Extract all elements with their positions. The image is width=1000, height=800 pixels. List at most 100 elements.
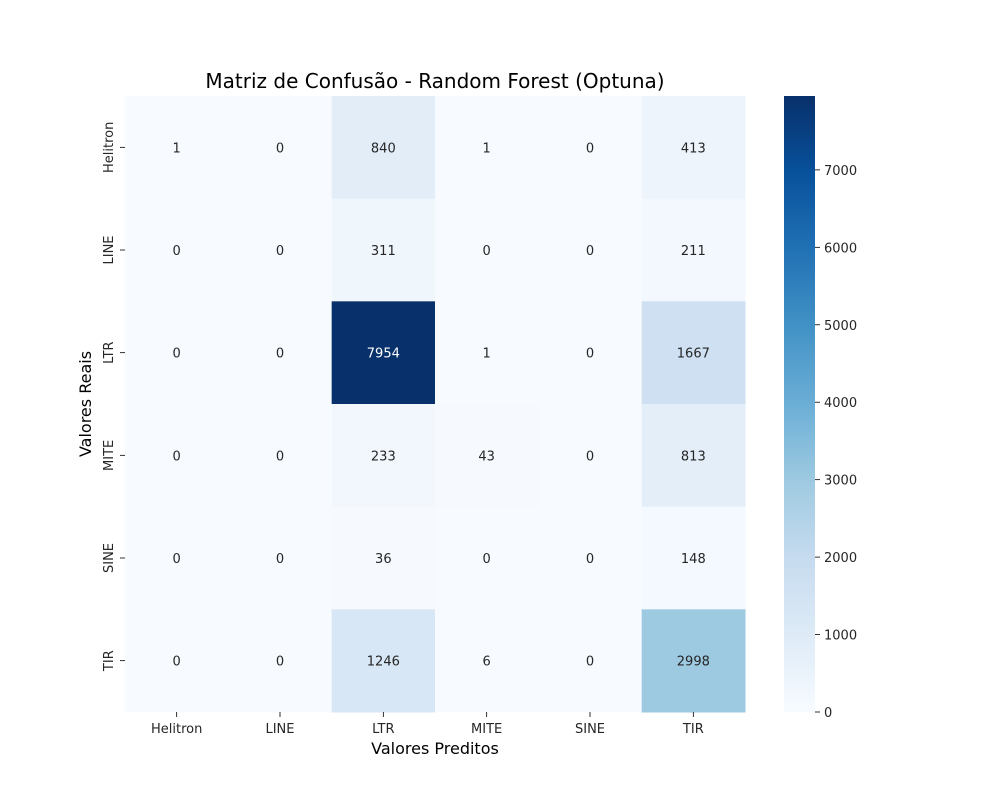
cell-value-label: 0 — [276, 449, 284, 464]
heatmap-cell — [125, 404, 229, 508]
heatmap-cell — [538, 506, 643, 610]
y-tick-label: TIR — [102, 650, 117, 672]
x-tick-label: LINE — [265, 722, 294, 737]
heatmap-cell — [125, 506, 229, 610]
y-axis-ticks: Helitron LINE LTR MITE SINE TIR — [102, 122, 125, 672]
cell-value-label: 0 — [586, 244, 594, 259]
cell-value-label: 840 — [371, 141, 396, 156]
cell-value-label: 0 — [586, 141, 594, 156]
heatmap-cell — [125, 198, 229, 302]
heatmap-cell — [538, 404, 643, 508]
cell-value-label: 1 — [483, 347, 491, 362]
heatmap-cell — [331, 96, 436, 200]
heatmap-cell — [228, 609, 333, 713]
cell-value-label: 211 — [681, 244, 706, 259]
heatmap-cell — [435, 506, 539, 610]
cell-value-label: 0 — [173, 552, 181, 567]
cell-value-label: 7954 — [367, 347, 400, 362]
cell-value-label: 0 — [173, 347, 181, 362]
cell-value-label: 1667 — [677, 347, 710, 362]
cell-value-label: 0 — [173, 449, 181, 464]
heatmap-cell — [435, 198, 539, 302]
colorbar-tick-label: 0 — [824, 706, 832, 721]
cell-value-label: 413 — [681, 141, 706, 156]
cell-value-label: 6 — [483, 655, 491, 670]
cell-value-label: 233 — [371, 449, 396, 464]
heatmap-cell — [331, 198, 436, 302]
cell-value-label: 0 — [276, 244, 284, 259]
colorbar-ticks: 0 1000 2000 3000 4000 5000 6000 7000 — [815, 164, 857, 721]
x-tick-label: SINE — [575, 722, 605, 737]
colorbar-tick-label: 2000 — [824, 551, 857, 566]
heatmap-cell — [641, 506, 746, 610]
heatmap-cell — [435, 404, 539, 508]
heatmap-cell — [228, 404, 333, 508]
heatmap-cell — [331, 404, 436, 508]
colorbar-tick-label: 3000 — [824, 474, 857, 489]
cell-value-label: 0 — [276, 347, 284, 362]
cell-value-label: 0 — [173, 244, 181, 259]
y-tick-label: Helitron — [102, 122, 117, 173]
heatmap-cell — [641, 96, 746, 200]
cell-value-label: 0 — [276, 141, 284, 156]
cell-value-label: 2998 — [677, 655, 710, 670]
cell-value-label: 0 — [586, 347, 594, 362]
x-tick-label: Helitron — [151, 722, 202, 737]
heatmap-cell — [538, 609, 643, 713]
y-axis-label: Valores Reais — [76, 351, 95, 457]
heatmap-cell — [228, 506, 333, 610]
y-tick-label: LINE — [102, 235, 117, 264]
heatmap-cell — [125, 609, 229, 713]
heatmap-cell — [641, 198, 746, 302]
y-tick-label: MITE — [102, 440, 117, 471]
cell-value-label: 0 — [483, 552, 491, 567]
cell-value-label: 36 — [375, 552, 392, 567]
cell-value-label: 0 — [586, 655, 594, 670]
cell-value-label: 311 — [371, 244, 396, 259]
cell-value-label: 148 — [681, 552, 706, 567]
x-tick-label: TIR — [682, 722, 704, 737]
x-tick-label: LTR — [372, 722, 394, 737]
cell-value-label: 1246 — [367, 655, 400, 670]
heatmap-cells — [125, 96, 746, 713]
heatmap-cell — [538, 96, 643, 200]
heatmap-cell — [641, 609, 746, 713]
colorbar-tick-label: 5000 — [824, 319, 857, 334]
heatmap-cell — [125, 301, 229, 405]
colorbar-tick-label: 6000 — [824, 241, 857, 256]
heatmap-cell — [331, 506, 436, 610]
colorbar — [784, 96, 815, 712]
x-tick-label: MITE — [471, 722, 502, 737]
cell-value-label: 0 — [276, 552, 284, 567]
cell-value-label: 813 — [681, 449, 706, 464]
x-axis-ticks: Helitron LINE LTR MITE SINE TIR — [151, 712, 704, 737]
cell-value-label: 43 — [478, 449, 495, 464]
heatmap-cell — [435, 301, 539, 405]
heatmap-cell — [331, 301, 436, 405]
heatmap-cell — [641, 404, 746, 508]
cell-value-label: 1 — [173, 141, 181, 156]
cell-value-label: 0 — [586, 552, 594, 567]
cell-value-label: 0 — [276, 655, 284, 670]
cell-value-label: 0 — [173, 655, 181, 670]
heatmap-cell — [435, 96, 539, 200]
heatmap-cell — [228, 301, 333, 405]
colorbar-tick-label: 4000 — [824, 396, 857, 411]
cell-value-label: 0 — [483, 244, 491, 259]
heatmap-cell — [538, 301, 643, 405]
chart-title: Matriz de Confusão - Random Forest (Optu… — [205, 69, 664, 93]
heatmap-cell — [331, 609, 436, 713]
heatmap-cell-labels: 1 0 840 1 0 413 0 0 311 0 0 211 0 0 7954 1 0 1667 0 0 233 43 0… — [173, 141, 710, 669]
x-axis-label: Valores Preditos — [371, 739, 499, 758]
y-tick-label: SINE — [102, 543, 117, 573]
cell-value-label: 0 — [586, 449, 594, 464]
heatmap-cell — [538, 198, 643, 302]
heatmap-cell — [228, 198, 333, 302]
heatmap-cell — [125, 96, 229, 200]
heatmap-cell — [228, 96, 333, 200]
cell-value-label: 1 — [483, 141, 491, 156]
heatmap-cell — [435, 609, 539, 713]
y-tick-label: LTR — [102, 341, 117, 363]
colorbar-tick-label: 1000 — [824, 629, 857, 644]
